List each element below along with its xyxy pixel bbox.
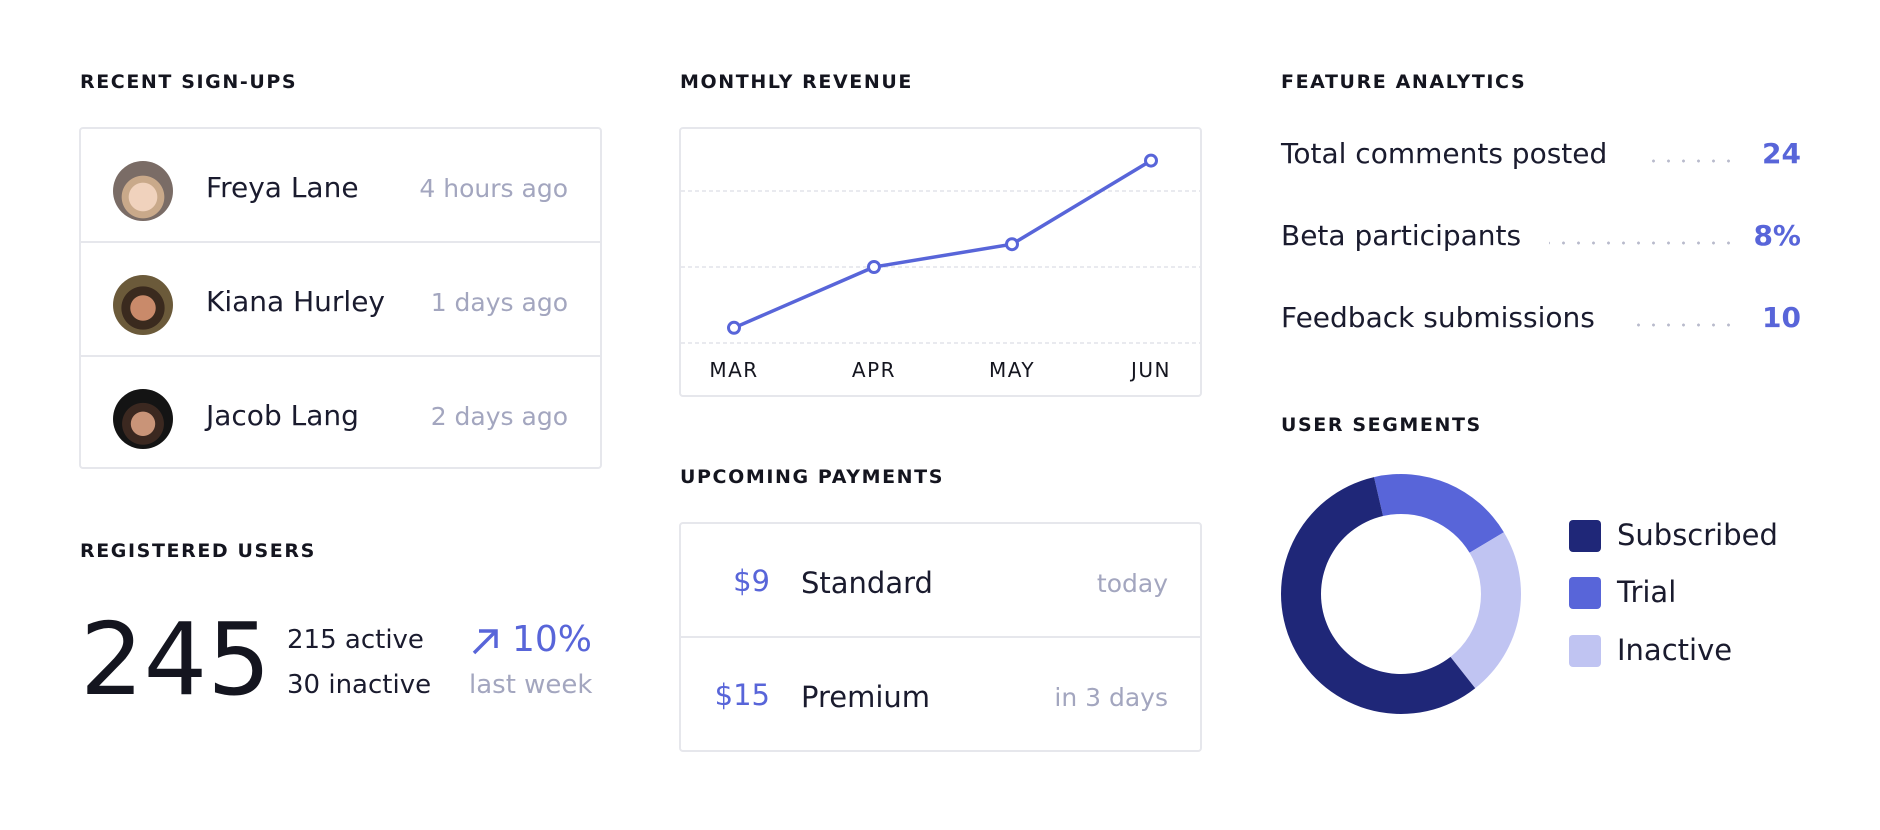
legend-label: Subscribed xyxy=(1617,518,1778,552)
feature-row: Feedback submissions 10 xyxy=(1281,301,1801,341)
signup-time: 2 days ago xyxy=(430,402,568,431)
x-tick-label: JUN xyxy=(1129,358,1171,382)
revenue-line-chart: MAR APR MAY JUN xyxy=(681,153,1200,382)
payment-amount: $15 xyxy=(714,678,770,712)
change-percent: 10% xyxy=(512,619,593,660)
x-tick-label: MAY xyxy=(989,358,1035,382)
avatar xyxy=(113,161,173,221)
payment-row[interactable]: $15 Premium in 3 days xyxy=(681,638,1200,752)
user-segments-donut xyxy=(1281,474,1521,714)
data-point-jun[interactable] xyxy=(1144,153,1158,168)
payment-amount: $9 xyxy=(733,564,770,598)
avatar xyxy=(113,389,173,449)
signup-name: Jacob Lang xyxy=(206,399,359,432)
arrow-up-right-icon xyxy=(472,629,498,655)
dot-leader xyxy=(1549,241,1736,245)
inactive-count: 30 inactive xyxy=(287,670,432,700)
legend-swatch xyxy=(1569,520,1601,552)
legend-swatch xyxy=(1569,635,1601,667)
x-tick-label: APR xyxy=(852,358,896,382)
registered-users-heading: REGISTERED USERS xyxy=(80,540,316,562)
recent-signups-card: Freya Lane 4 hours ago Kiana Hurley 1 da… xyxy=(79,127,602,469)
legend-label: Inactive xyxy=(1617,633,1733,667)
feature-analytics-heading: FEATURE ANALYTICS xyxy=(1281,71,1527,93)
signup-row[interactable]: Freya Lane 4 hours ago xyxy=(81,129,600,243)
dot-leader xyxy=(1646,159,1736,163)
feature-label: Beta participants xyxy=(1281,219,1522,252)
signup-row[interactable]: Kiana Hurley 1 days ago xyxy=(81,243,600,357)
upcoming-payments-heading: UPCOMING PAYMENTS xyxy=(680,466,944,488)
change-period: last week xyxy=(469,670,593,700)
feature-label: Total comments posted xyxy=(1281,137,1608,170)
feature-label: Feedback submissions xyxy=(1281,301,1595,334)
signup-name: Kiana Hurley xyxy=(206,285,385,318)
upcoming-payments-card: $9 Standard today $15 Premium in 3 days xyxy=(679,522,1202,752)
signup-row[interactable]: Jacob Lang 2 days ago xyxy=(81,357,600,471)
feature-value: 10 xyxy=(1762,301,1801,334)
registered-total: 245 xyxy=(80,601,271,718)
data-point-apr[interactable] xyxy=(867,260,881,274)
donut-slice-trial[interactable] xyxy=(1374,474,1504,553)
data-point-mar[interactable] xyxy=(727,320,741,335)
revenue-line xyxy=(733,159,1152,330)
payment-plan: Standard xyxy=(801,566,933,600)
recent-signups-heading: RECENT SIGN-UPS xyxy=(80,71,298,93)
feature-row: Beta participants 8% xyxy=(1281,219,1801,259)
payment-plan: Premium xyxy=(801,680,931,714)
feature-value: 24 xyxy=(1762,137,1801,170)
payment-date: in 3 days xyxy=(1054,683,1168,712)
signup-time: 4 hours ago xyxy=(419,174,568,203)
signup-name: Freya Lane xyxy=(206,171,359,204)
revenue-chart-card: MAR APR MAY JUN xyxy=(679,127,1202,397)
payment-row[interactable]: $9 Standard today xyxy=(681,524,1200,638)
active-count: 215 active xyxy=(287,625,424,655)
payment-date: today xyxy=(1096,569,1168,598)
user-segments-heading: USER SEGMENTS xyxy=(1281,414,1482,436)
avatar xyxy=(113,275,173,335)
signup-time: 1 days ago xyxy=(430,288,568,317)
feature-row: Total comments posted 24 xyxy=(1281,137,1801,177)
x-tick-label: MAR xyxy=(709,358,758,382)
feature-value: 8% xyxy=(1753,219,1801,252)
legend-label: Trial xyxy=(1617,575,1677,609)
legend-swatch xyxy=(1569,577,1601,609)
data-point-may[interactable] xyxy=(1005,237,1019,252)
donut-slice-subscribed[interactable] xyxy=(1281,477,1476,714)
dot-leader xyxy=(1631,323,1736,327)
donut-slice-inactive[interactable] xyxy=(1450,532,1521,689)
monthly-revenue-heading: MONTHLY REVENUE xyxy=(680,71,913,93)
